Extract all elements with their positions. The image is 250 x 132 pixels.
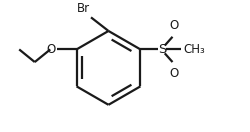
Text: CH₃: CH₃ — [183, 43, 205, 56]
Text: O: O — [170, 67, 179, 80]
Text: Br: Br — [77, 2, 90, 15]
Text: O: O — [170, 19, 179, 32]
Text: S: S — [158, 43, 166, 56]
Text: O: O — [47, 43, 56, 56]
